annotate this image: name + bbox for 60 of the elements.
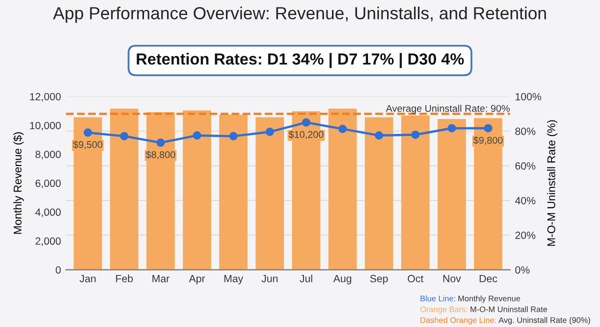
y2-tick-label: 80% — [515, 128, 536, 136]
bar — [256, 117, 284, 270]
y2-axis-title: M-O-M Uninstall Rate (%) — [547, 120, 558, 246]
point — [411, 130, 420, 139]
point — [302, 118, 310, 127]
ref-line-label: Average Uninstall Rate: 90% — [386, 104, 510, 114]
x-tick-label: Jul — [300, 274, 312, 282]
bar — [364, 117, 394, 270]
point — [192, 131, 202, 140]
y-axis-title: Monthly Revenue ($) — [13, 132, 24, 234]
x-tick-label: Mar — [152, 275, 170, 282]
x-tick-label: Jan — [80, 275, 96, 282]
x-tick-label: Aug — [333, 275, 352, 284]
data-label: $9,800 — [473, 136, 503, 145]
x-tick-label: Dec — [480, 275, 498, 282]
data-label: $9,500 — [73, 140, 102, 150]
y-tick-label: 4,000 — [35, 208, 61, 218]
bar — [219, 114, 248, 270]
text: Dashed Orange Line: Avg. Uninstall Rate (90%) — [420, 317, 590, 325]
y2-tick-label: 20% — [515, 232, 536, 239]
y-tick-label: 0 — [56, 266, 61, 274]
x-tick-label: Jun — [262, 275, 278, 282]
point — [84, 128, 92, 137]
bar — [110, 108, 138, 270]
point — [266, 128, 274, 136]
point — [156, 138, 165, 147]
bar — [146, 112, 175, 270]
y2-tick-label: 0% — [515, 266, 530, 274]
x-tick-label: May — [224, 275, 244, 284]
bar — [401, 116, 430, 270]
chart-title: App Performance Overview: Revenue, Uninstalls, and Retention — [53, 6, 546, 23]
point — [120, 132, 128, 140]
y2-tick-label: 100% — [516, 92, 542, 100]
bar — [328, 108, 357, 270]
y2-tick-label: 60% — [515, 162, 536, 170]
point — [374, 131, 384, 140]
point — [338, 124, 347, 134]
y-tick-label: 6,000 — [36, 180, 61, 188]
data-label: $8,800 — [146, 150, 176, 160]
y-tick-label: 2,000 — [36, 237, 61, 246]
data-label: $10,200 — [288, 130, 324, 140]
bar — [474, 118, 502, 270]
point — [448, 124, 456, 132]
bar — [182, 110, 212, 270]
x-tick-label: Oct — [408, 274, 424, 282]
x-tick-label: Apr — [188, 275, 205, 284]
text: Orange Bars: M-O-M Uninstall Rate — [420, 306, 548, 314]
point — [484, 124, 492, 132]
y-tick-label: 12,000 — [30, 92, 61, 102]
bar — [74, 117, 102, 270]
x-tick-label: Feb — [116, 274, 133, 282]
text: Blue Line: Monthly Revenue — [420, 295, 520, 303]
chart-subtitle: Retention Rates: D1 34% | D7 17% | D30 4% — [136, 52, 464, 68]
x-tick-label: Nov — [443, 275, 461, 282]
x-tick-label: Sep — [370, 274, 388, 284]
point — [229, 132, 238, 140]
y-tick-label: 10,000 — [30, 122, 61, 130]
y2-tick-label: 40% — [515, 196, 536, 204]
y-tick-label: 8,000 — [36, 150, 61, 160]
bar — [438, 118, 466, 270]
